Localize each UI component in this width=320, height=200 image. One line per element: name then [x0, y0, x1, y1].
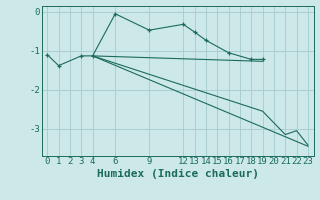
X-axis label: Humidex (Indice chaleur): Humidex (Indice chaleur): [97, 169, 259, 179]
